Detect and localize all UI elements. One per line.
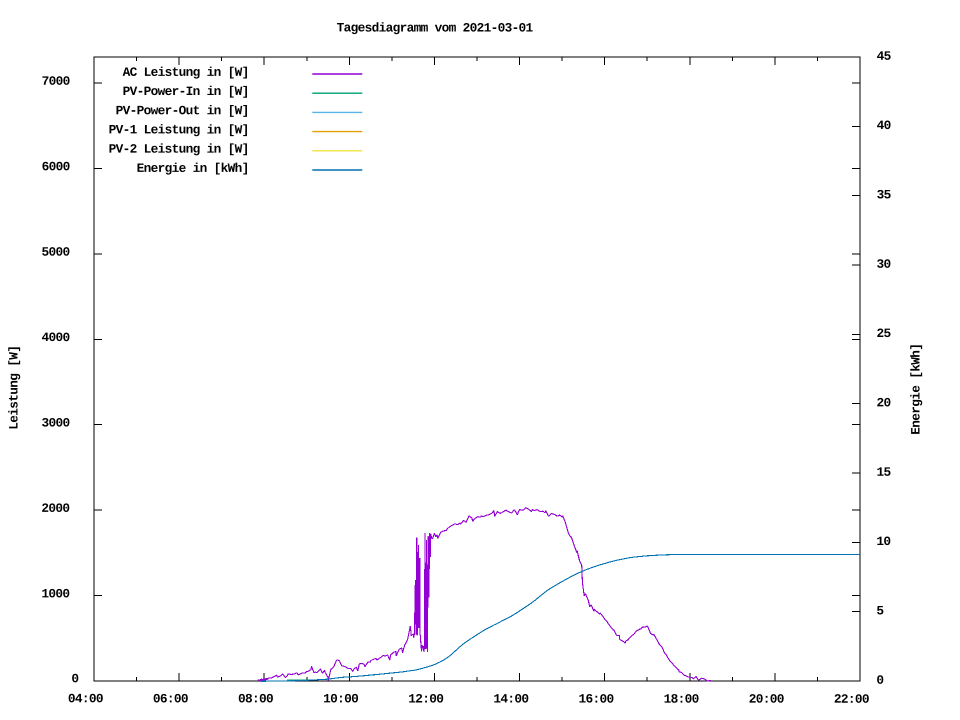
svg-text:40: 40 <box>877 118 891 133</box>
svg-text:10:00: 10:00 <box>323 691 358 706</box>
svg-text:Energie [kWh]: Energie [kWh] <box>908 344 923 435</box>
svg-text:08:00: 08:00 <box>238 691 273 706</box>
svg-text:PV-Power-In in [W]: PV-Power-In in [W] <box>123 84 249 99</box>
svg-text:16:00: 16:00 <box>579 692 614 707</box>
svg-text:15: 15 <box>876 465 891 480</box>
svg-text:AC Leistung in [W]: AC Leistung in [W] <box>123 65 249 80</box>
svg-text:10: 10 <box>876 534 890 549</box>
svg-text:2000: 2000 <box>41 501 69 516</box>
svg-text:6000: 6000 <box>42 159 70 174</box>
svg-text:Tagesdiagramm vom 2021-03-01: Tagesdiagramm vom 2021-03-01 <box>337 20 534 35</box>
svg-text:0: 0 <box>71 671 78 686</box>
svg-text:45: 45 <box>877 49 892 64</box>
svg-text:PV-2 Leistung in [W]: PV-2 Leistung in [W] <box>109 142 249 157</box>
svg-text:35: 35 <box>877 187 892 202</box>
svg-text:0: 0 <box>876 673 883 688</box>
svg-text:20:00: 20:00 <box>749 692 784 707</box>
svg-text:1000: 1000 <box>41 586 69 601</box>
svg-text:PV-1 Leistung in [W]: PV-1 Leistung in [W] <box>109 122 249 137</box>
svg-text:14:00: 14:00 <box>493 692 528 707</box>
svg-text:3000: 3000 <box>41 415 69 430</box>
svg-text:PV-Power-Out in [W]: PV-Power-Out in [W] <box>116 103 249 118</box>
svg-text:4000: 4000 <box>42 330 70 345</box>
svg-text:Leistung [W]: Leistung [W] <box>6 346 21 430</box>
svg-text:04:00: 04:00 <box>68 691 103 706</box>
svg-text:25: 25 <box>877 326 892 341</box>
svg-text:5000: 5000 <box>42 245 70 260</box>
svg-text:Energie in [kWh]: Energie in [kWh] <box>137 161 249 176</box>
svg-text:30: 30 <box>877 257 891 272</box>
svg-text:22:00: 22:00 <box>834 692 869 707</box>
svg-text:7000: 7000 <box>42 74 70 89</box>
svg-text:5: 5 <box>876 603 884 618</box>
svg-text:18:00: 18:00 <box>664 692 699 707</box>
svg-text:06:00: 06:00 <box>153 691 188 706</box>
svg-text:12:00: 12:00 <box>408 691 443 706</box>
svg-text:20: 20 <box>876 395 890 410</box>
